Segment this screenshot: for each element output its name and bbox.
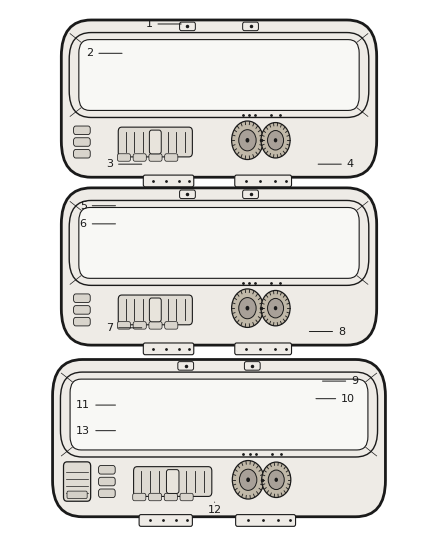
FancyBboxPatch shape [74, 126, 90, 134]
FancyBboxPatch shape [99, 465, 115, 474]
Text: 5: 5 [80, 201, 116, 211]
FancyBboxPatch shape [99, 489, 115, 497]
Circle shape [240, 469, 257, 490]
FancyBboxPatch shape [243, 190, 258, 199]
Circle shape [232, 289, 263, 327]
FancyBboxPatch shape [133, 494, 146, 501]
FancyBboxPatch shape [118, 127, 192, 157]
FancyBboxPatch shape [70, 379, 368, 450]
Circle shape [246, 138, 249, 143]
FancyBboxPatch shape [79, 39, 359, 110]
Text: 4: 4 [318, 159, 354, 169]
Circle shape [246, 478, 250, 482]
FancyBboxPatch shape [118, 295, 192, 325]
Text: 8: 8 [309, 327, 345, 336]
FancyBboxPatch shape [134, 467, 212, 496]
Circle shape [261, 462, 291, 497]
Circle shape [275, 478, 278, 482]
Text: 1: 1 [145, 19, 181, 29]
FancyBboxPatch shape [180, 190, 195, 199]
Circle shape [232, 121, 263, 159]
FancyBboxPatch shape [165, 154, 178, 161]
Circle shape [261, 123, 290, 158]
FancyBboxPatch shape [60, 372, 378, 457]
Circle shape [274, 138, 277, 142]
FancyBboxPatch shape [180, 22, 195, 31]
Text: 3: 3 [106, 159, 142, 169]
FancyBboxPatch shape [64, 462, 91, 501]
FancyBboxPatch shape [53, 359, 385, 517]
Circle shape [268, 131, 283, 150]
Circle shape [268, 298, 283, 318]
Text: 10: 10 [316, 394, 355, 403]
FancyBboxPatch shape [79, 207, 359, 278]
Text: 13: 13 [76, 426, 116, 435]
FancyBboxPatch shape [178, 361, 194, 370]
Circle shape [268, 470, 284, 489]
FancyBboxPatch shape [61, 20, 377, 177]
Text: 9: 9 [322, 376, 358, 386]
FancyBboxPatch shape [235, 175, 292, 187]
Circle shape [246, 306, 249, 311]
FancyBboxPatch shape [243, 22, 258, 31]
FancyBboxPatch shape [149, 130, 161, 154]
Circle shape [239, 297, 256, 319]
FancyBboxPatch shape [74, 294, 90, 302]
FancyBboxPatch shape [166, 470, 179, 494]
FancyBboxPatch shape [117, 154, 131, 161]
FancyBboxPatch shape [133, 154, 146, 161]
FancyBboxPatch shape [139, 515, 192, 527]
FancyBboxPatch shape [69, 33, 369, 117]
FancyBboxPatch shape [61, 188, 377, 345]
FancyBboxPatch shape [99, 477, 115, 486]
FancyBboxPatch shape [165, 321, 178, 329]
Text: 2: 2 [86, 49, 122, 58]
FancyBboxPatch shape [69, 200, 369, 285]
FancyBboxPatch shape [143, 343, 194, 355]
FancyBboxPatch shape [133, 321, 146, 329]
FancyBboxPatch shape [164, 494, 177, 501]
Text: 7: 7 [106, 323, 142, 333]
FancyBboxPatch shape [149, 321, 162, 329]
FancyBboxPatch shape [235, 343, 292, 355]
FancyBboxPatch shape [149, 298, 161, 322]
FancyBboxPatch shape [236, 515, 296, 527]
FancyBboxPatch shape [74, 305, 90, 314]
FancyBboxPatch shape [148, 494, 162, 501]
Text: 11: 11 [76, 400, 116, 410]
FancyBboxPatch shape [74, 317, 90, 326]
Text: 12: 12 [208, 502, 222, 515]
Circle shape [239, 130, 256, 151]
Text: 6: 6 [80, 219, 116, 229]
FancyBboxPatch shape [180, 494, 193, 501]
FancyBboxPatch shape [143, 175, 194, 187]
FancyBboxPatch shape [74, 149, 90, 158]
FancyBboxPatch shape [117, 321, 131, 329]
FancyBboxPatch shape [244, 361, 260, 370]
Circle shape [274, 306, 277, 310]
FancyBboxPatch shape [67, 491, 87, 498]
FancyBboxPatch shape [149, 154, 162, 161]
FancyBboxPatch shape [74, 138, 90, 146]
Circle shape [261, 290, 290, 326]
Circle shape [232, 461, 264, 499]
